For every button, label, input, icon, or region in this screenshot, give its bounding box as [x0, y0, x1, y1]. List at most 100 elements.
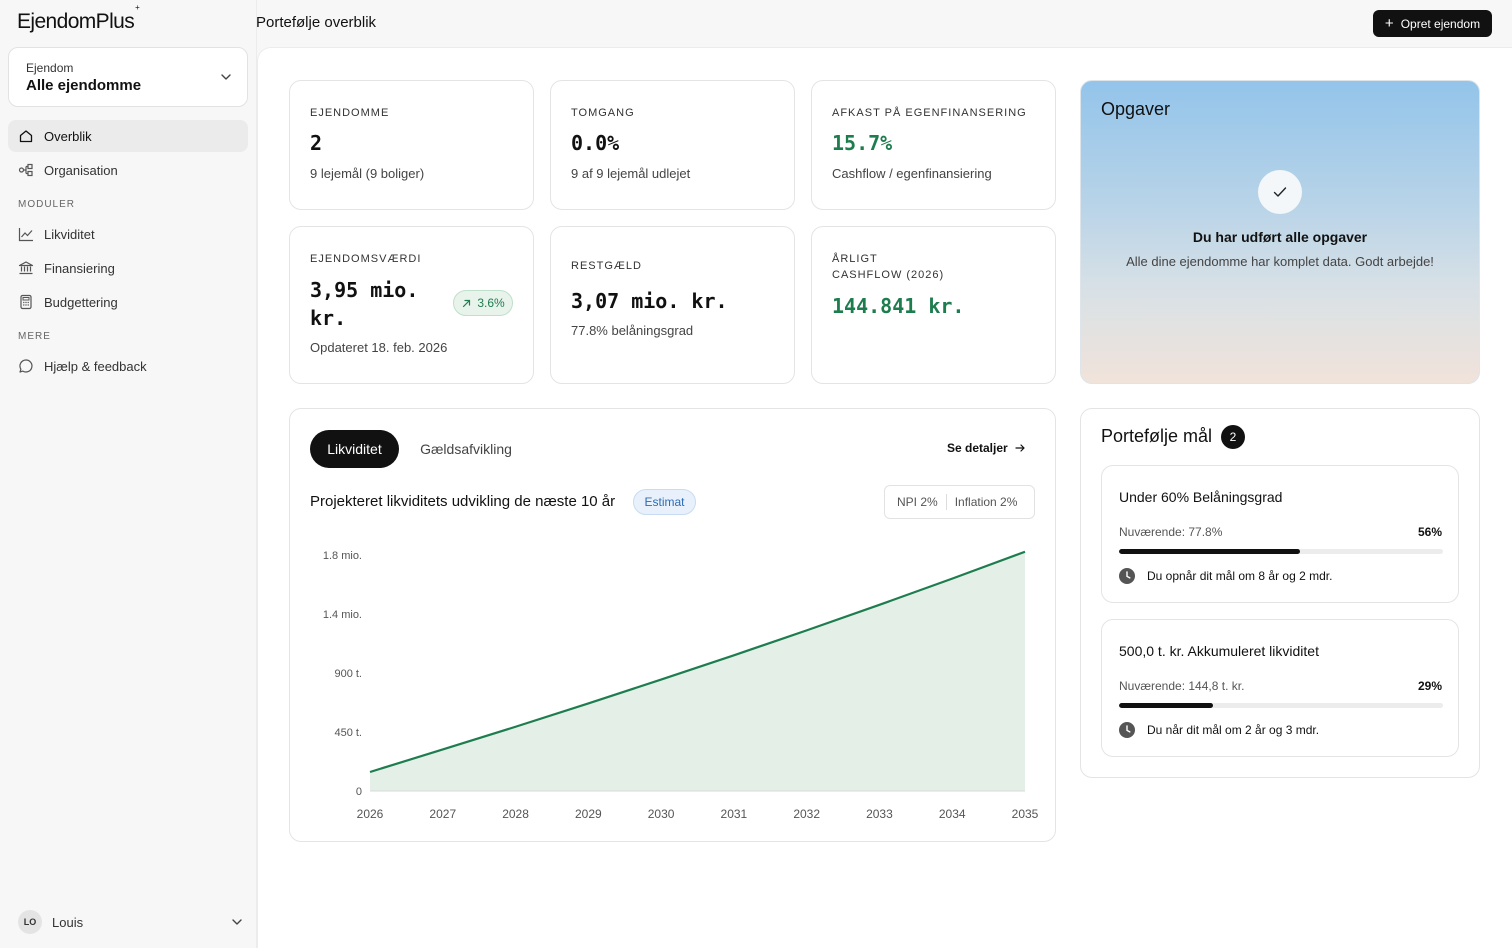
calculator-icon	[18, 294, 34, 310]
goal-progress-track	[1119, 703, 1443, 708]
app-logo[interactable]: EjendomPlus+	[17, 3, 140, 33]
goal-percent: 29%	[1417, 679, 1442, 693]
property-selector-value: Alle ejendomme	[26, 77, 142, 94]
sidebar-item-finansiering[interactable]: Finansiering	[8, 252, 248, 284]
sidebar-item-label: Likviditet	[44, 226, 95, 242]
kpi-value: 3,07 mio. kr.	[571, 289, 728, 313]
sidebar-item-budgettering[interactable]: Budgettering	[8, 286, 248, 318]
check-icon	[1258, 170, 1302, 214]
y-tick-label: 1.4 mio.	[323, 609, 362, 621]
clock-icon	[1119, 722, 1135, 738]
kpi-label: RESTGÆLD	[571, 260, 642, 272]
plus-icon: +	[1384, 15, 1394, 32]
tasks-card: Opgaver Du har udført alle opgaver Alle …	[1080, 80, 1480, 384]
sidebar-item-likviditet[interactable]: Likviditet	[8, 218, 248, 250]
sidebar: EjendomPlus+ Ejendom Alle ejendomme Over…	[0, 0, 257, 948]
kpi-value-line2: kr.	[310, 306, 347, 330]
x-tick-label: 2034	[939, 807, 966, 821]
kpi-card-cashflow: ÅRLIGT CASHFLOW (2026) 144.841 kr.	[811, 226, 1056, 384]
user-menu[interactable]: LO Louis	[18, 910, 244, 934]
tab-gaeldsafvikling[interactable]: Gældsafvikling	[420, 441, 512, 457]
org-icon	[18, 162, 34, 178]
param-divider	[945, 494, 947, 510]
goal-eta-text: Du opnår dit mål om 8 år og 2 mdr.	[1147, 569, 1333, 583]
tasks-headline: Du har udført alle opgaver	[1192, 229, 1368, 245]
goal-card[interactable]: Under 60% Belåningsgrad Nuværende: 77.8%…	[1101, 465, 1459, 603]
liquidity-area-chart: 0 450 t. 900 t. 1.4 mio. 1.8 mio. 2026 2027 202…	[323, 550, 1039, 821]
goals-count-badge: 2	[1221, 425, 1245, 449]
see-details-link[interactable]: Se detaljer	[947, 441, 1026, 455]
goal-eta: Du opnår dit mål om 8 år og 2 mdr.	[1119, 568, 1332, 584]
chart-params: NPI 2% Inflation 2%	[884, 485, 1035, 519]
kpi-label: EJENDOMSVÆRDI	[310, 253, 422, 265]
bank-icon	[18, 260, 34, 276]
chart-title: Projekteret likviditets udvikling de næs…	[310, 493, 616, 510]
estimate-badge: Estimat	[633, 489, 696, 515]
kpi-value: 2	[310, 131, 323, 155]
y-tick-label: 900 t.	[334, 668, 362, 680]
goal-progress-fill	[1119, 703, 1213, 708]
property-selector[interactable]: Ejendom Alle ejendomme	[8, 47, 248, 107]
tasks-subtitle: Alle dine ejendomme har komplet data. Go…	[1126, 254, 1434, 269]
goal-progress-fill	[1119, 549, 1301, 554]
kpi-card-tomgang: TOMGANG 0.0% 9 af 9 lejemål udlejet	[550, 80, 795, 210]
kpi-sub: 9 lejemål (9 boliger)	[310, 166, 425, 181]
y-tick-label: 1.8 mio.	[323, 550, 362, 562]
user-name: Louis	[52, 914, 84, 930]
sidebar-item-label: Overblik	[44, 128, 92, 144]
x-tick-label: 2035	[1012, 807, 1039, 821]
kpi-value: 144.841 kr.	[832, 294, 965, 318]
chat-icon	[18, 358, 34, 374]
clock-icon	[1119, 568, 1135, 584]
x-tick-label: 2027	[429, 807, 456, 821]
kpi-label-line2: CASHFLOW (2026)	[832, 269, 945, 281]
kpi-sub: Cashflow / egenfinansiering	[832, 166, 992, 181]
chart-series-line	[369, 550, 1026, 774]
sidebar-item-label: Organisation	[44, 162, 118, 178]
create-property-label: Opret ejendom	[1400, 16, 1481, 31]
arrow-up-right-icon	[463, 299, 471, 307]
section-moduler: MODULER	[18, 199, 76, 210]
x-tick-label: 2033	[866, 807, 893, 821]
kpi-card-ejendomme: EJENDOMME 2 9 lejemål (9 boliger)	[289, 80, 534, 210]
tab-likviditet[interactable]: Likviditet	[310, 430, 399, 468]
goal-title: Under 60% Belåningsgrad	[1119, 489, 1283, 505]
chevron-down-icon	[232, 919, 242, 925]
x-tick-label: 2030	[648, 807, 675, 821]
tasks-title: Opgaver	[1101, 99, 1171, 119]
goal-current: Nuværende: 77.8%	[1119, 525, 1223, 539]
sidebar-item-organisation[interactable]: Organisation	[8, 154, 248, 186]
kpi-sub: 77.8% belåningsgrad	[571, 323, 694, 338]
arrow-right-icon	[1015, 444, 1025, 452]
goals-title: Portefølje mål	[1101, 426, 1213, 446]
kpi-label: AFKAST PÅ EGENFINANSERING	[832, 107, 1027, 119]
change-badge-value: 3.6%	[477, 296, 505, 310]
y-tick-label: 0	[356, 786, 362, 798]
home-icon	[18, 128, 34, 144]
goal-progress-track	[1119, 549, 1443, 554]
goal-eta: Du når dit mål om 2 år og 3 mdr.	[1119, 722, 1319, 738]
x-tick-label: 2031	[721, 807, 748, 821]
property-selector-label: Ejendom	[26, 61, 74, 75]
create-property-button[interactable]: + Opret ejendom	[1373, 10, 1492, 37]
kpi-card-restgaeld: RESTGÆLD 3,07 mio. kr. 77.8% belåningsgr…	[550, 226, 795, 384]
sidebar-item-label: Hjælp & feedback	[44, 358, 147, 374]
kpi-sub: Opdateret 18. feb. 2026	[310, 340, 448, 355]
goal-percent: 56%	[1417, 525, 1442, 539]
param-inflation[interactable]: Inflation 2%	[954, 495, 1018, 509]
sidebar-item-overblik[interactable]: Overblik	[8, 120, 248, 152]
change-badge: 3.6%	[453, 290, 513, 316]
goal-card[interactable]: 500,0 t. kr. Akkumuleret likviditet Nuvæ…	[1101, 619, 1459, 757]
param-npi[interactable]: NPI 2%	[897, 495, 938, 509]
chevron-down-icon	[221, 74, 231, 80]
sidebar-item-label: Budgettering	[44, 294, 118, 310]
line-chart-icon	[18, 226, 34, 242]
x-tick-label: 2028	[502, 807, 529, 821]
kpi-value: 0.0%	[571, 131, 620, 155]
section-mere: MERE	[18, 331, 51, 342]
kpi-value: 15.7%	[832, 131, 893, 155]
kpi-label: TOMGANG	[571, 107, 635, 119]
x-tick-label: 2032	[793, 807, 820, 821]
page-title: Portefølje overblik	[256, 14, 377, 31]
sidebar-item-help[interactable]: Hjælp & feedback	[8, 350, 248, 382]
